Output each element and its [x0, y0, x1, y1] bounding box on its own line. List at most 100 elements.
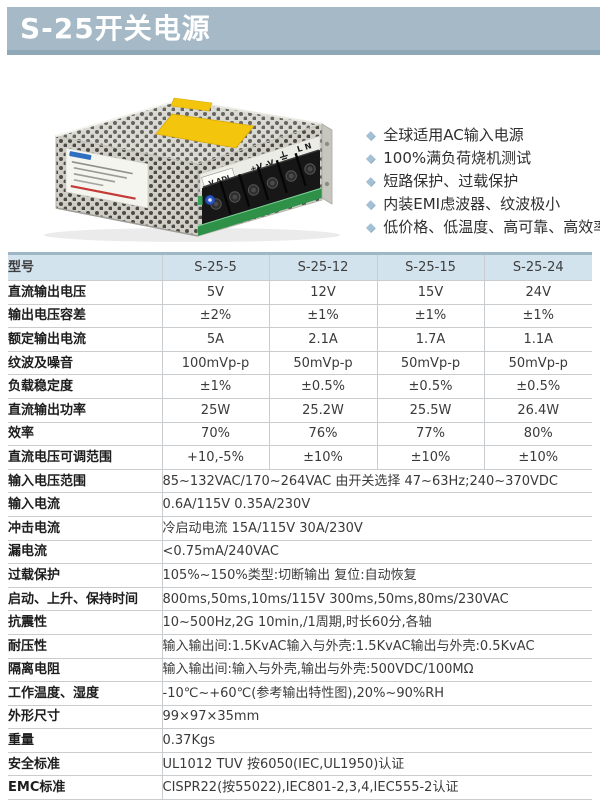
model-header-cell: S-25-24 [483, 253, 592, 281]
spec-row: 额定输出电流 5A 2.1A 1.7A 1.1A [8, 327, 592, 352]
spec-row: 输入电压范围 85~132VAC/170~264VAC 由开关选择 47~63H… [8, 469, 592, 494]
spec-value-cell: 冷启动电流 15A/115V 30A/230V [161, 516, 592, 541]
spec-value-cell: ±0.5% [483, 374, 592, 399]
spec-row: 输入电流 0.6A/115V 0.35A/230V [8, 492, 592, 517]
spec-value-cell: +10,-5% [161, 445, 269, 470]
spec-label-cell: 过载保护 [8, 563, 162, 588]
model-header-cell: S-25-12 [268, 253, 377, 281]
spec-label-cell: EMC标准 [8, 775, 162, 801]
spec-label-cell: 直流输出电压 [8, 280, 162, 305]
page-title: S-25开关电源 [20, 12, 211, 45]
spec-label-cell: 负载稳定度 [8, 374, 162, 399]
spec-label-cell: 效率 [8, 422, 162, 447]
spec-table: 型号 S-25-5 S-25-12 S-25-15 S-25-24 直流输出电压… [8, 252, 592, 801]
spec-value-cell: 1.1A [483, 327, 592, 352]
spec-value-cell: 800ms,50ms,10ms/115V 300ms,50ms,80ms/230… [161, 587, 592, 612]
spec-row: 冲击电流 冷启动电流 15A/115V 30A/230V [8, 516, 592, 541]
spec-row: 启动、上升、保持时间 800ms,50ms,10ms/115V 300ms,50… [8, 587, 592, 612]
spec-value-cell: 15V [376, 280, 484, 305]
spec-row: 过载保护 105%~150%类型:切断输出 复位:自动恢复 [8, 563, 592, 588]
spec-label-cell: 漏电流 [8, 540, 162, 565]
feature-item: ◆ 全球适用AC输入电源 [366, 123, 598, 146]
red-warning-line [70, 185, 136, 200]
spec-value-cell: <0.75mA/240VAC [161, 540, 592, 565]
feature-list: ◆ 全球适用AC输入电源 ◆ 100%满负荷烧机测试 ◆ 短路保护、过载保护 ◆… [366, 123, 600, 238]
spec-value-cell: 输入输出间:1.5KvAC输入与外壳:1.5KvAC输出与外壳:0.5KvAC [161, 634, 592, 659]
spec-value-cell: UL1012 TUV 按6050(IEC,UL1950)认证 [161, 752, 592, 777]
spec-label-cell: 耐压性 [8, 634, 162, 659]
diamond-bullet-icon: ◆ [366, 173, 376, 188]
spec-value-cell: ±1% [161, 374, 269, 399]
model-header-cell: S-25-5 [161, 253, 269, 281]
spec-value-cell: ±1% [376, 304, 484, 329]
spec-value-cell: 50mVp-p [483, 351, 592, 376]
spec-row: 直流输出功率 25W 25.2W 25.5W 26.4W [8, 398, 592, 423]
spec-value-cell: ±0.5% [376, 374, 484, 399]
spec-value-cell: 5V [161, 280, 269, 305]
spec-value-cell: 85~132VAC/170~264VAC 由开关选择 47~63Hz;240~3… [161, 469, 592, 494]
diamond-bullet-icon: ◆ [366, 150, 376, 165]
spec-value-cell: ±1% [483, 304, 592, 329]
spec-value-cell: 2.1A [268, 327, 377, 352]
spec-row: 隔离电阻 输入输出间:输入与外壳,输出与外壳:500VDC/100MΩ [8, 658, 592, 683]
feature-text: 全球适用AC输入电源 [383, 126, 524, 144]
spec-label-cell: 输入电流 [8, 492, 162, 517]
diamond-bullet-icon: ◆ [366, 196, 376, 211]
spec-value-cell: 100mVp-p [161, 351, 269, 376]
diamond-bullet-icon: ◆ [366, 219, 376, 234]
spec-value-cell: 70% [161, 422, 269, 447]
spec-value-cell: -10℃~+60℃(参考输出特性图),20%~90%RH [161, 681, 592, 706]
spec-label-cell: 额定输出电流 [8, 327, 162, 352]
spec-value-cell: ±0.5% [268, 374, 377, 399]
spec-value-cell: 99×97×35mm [161, 705, 592, 730]
spec-value-cell: CISPR22(按55022),IEC801-2,3,4,IEC555-2认证 [161, 775, 592, 801]
potentiometer [198, 194, 216, 206]
spec-value-cell: ±1% [268, 304, 377, 329]
spec-label-cell: 输入电压范围 [8, 469, 162, 494]
title-bar: S-25开关电源 [7, 7, 600, 55]
spec-value-cell: 25.2W [268, 398, 377, 423]
spec-label-cell: 直流电压可调范围 [8, 445, 162, 470]
feature-item: ◆ 100%满负荷烧机测试 [366, 146, 598, 169]
bottom-edge [55, 207, 199, 237]
spec-value-cell: 105%~150%类型:切断输出 复位:自动恢复 [161, 563, 592, 588]
feature-text: 短路保护、过载保护 [383, 172, 519, 190]
spec-label-cell: 输出电压容差 [8, 304, 162, 329]
spec-row: EMC标准 CISPR22(按55022),IEC801-2,3,4,IEC55… [8, 775, 592, 801]
spec-label-cell: 重量 [8, 728, 162, 753]
spec-row: 耐压性 输入输出间:1.5KvAC输入与外壳:1.5KvAC输出与外壳:0.5K… [8, 634, 592, 659]
spec-value-cell: 50mVp-p [268, 351, 377, 376]
spec-row: 负载稳定度 ±1% ±0.5% ±0.5% ±0.5% [8, 374, 592, 399]
spec-value-cell: 25W [161, 398, 269, 423]
mounting-flange [321, 123, 333, 205]
spec-header-row: 型号 S-25-5 S-25-12 S-25-15 S-25-24 [8, 253, 592, 281]
spec-value-cell: 12V [268, 280, 377, 305]
spec-label-cell: 抗震性 [8, 610, 162, 635]
side-spec-label [65, 147, 149, 209]
spec-value-cell: 1.7A [376, 327, 484, 352]
spec-value-cell: 26.4W [483, 398, 592, 423]
spec-value-cell: 5A [161, 327, 269, 352]
spec-row: 工作温度、湿度 -10℃~+60℃(参考输出特性图),20%~90%RH [8, 681, 592, 706]
spec-value-cell: 24V [483, 280, 592, 305]
feature-item: ◆ 低价格、低温度、高可靠、高效率 [366, 215, 600, 238]
spec-value-cell: 输入输出间:输入与外壳,输出与外壳:500VDC/100MΩ [161, 658, 592, 683]
feature-text: 低价格、低温度、高可靠、高效率 [383, 218, 600, 236]
yellow-tab-sticker [170, 97, 213, 112]
spec-row: 直流输出电压 5V 12V 15V 24V [8, 280, 592, 305]
spec-value-cell: ±10% [483, 445, 592, 470]
spec-value-cell: ±10% [268, 445, 377, 470]
spec-row: 纹波及噪音 100mVp-p 50mVp-p 50mVp-p 50mVp-p [8, 351, 592, 376]
spec-value-cell: 0.37Kgs [161, 728, 592, 753]
spec-label-cell: 型号 [8, 253, 162, 281]
spec-value-cell: ±2% [161, 304, 269, 329]
feature-item: ◆ 内装EMI虑波器、纹波极小 [366, 192, 598, 215]
spec-value-cell: 76% [268, 422, 377, 447]
yellow-warning-sticker [155, 113, 255, 149]
spec-value-cell: 25.5W [376, 398, 484, 423]
model-header-cell: S-25-15 [376, 253, 484, 281]
brand-logo [69, 151, 92, 160]
spec-row: 输出电压容差 ±2% ±1% ±1% ±1% [8, 304, 592, 329]
spec-row: 漏电流 <0.75mA/240VAC [8, 540, 592, 565]
pcb-edge [197, 187, 323, 236]
